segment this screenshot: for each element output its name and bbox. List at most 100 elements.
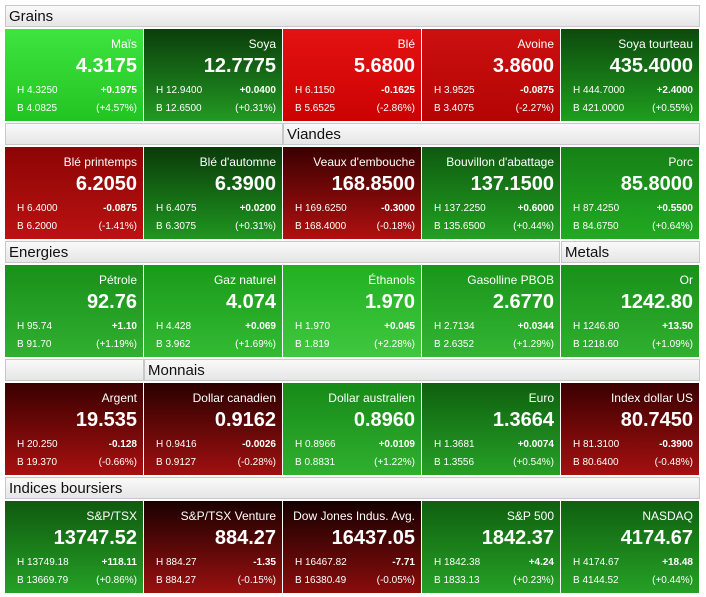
change: +0.0344 xyxy=(517,321,554,332)
change: +0.0400 xyxy=(239,85,276,96)
low: B 2.6352 xyxy=(434,339,475,350)
low: B 6.2000 xyxy=(17,221,58,232)
price: 4.074 xyxy=(225,291,276,313)
high: H 444.7000 xyxy=(573,85,625,96)
high: H 6.4000 xyxy=(17,203,58,214)
low: B 0.8831 xyxy=(295,457,336,468)
high: H 81.3100 xyxy=(573,439,620,450)
high: H 169.6250 xyxy=(295,203,347,214)
instrument-name: Blé d'automne xyxy=(199,155,276,169)
high: H 1842.38 xyxy=(434,557,481,568)
instrument-name: S&P/TSX xyxy=(86,509,137,523)
instrument-name: Pétrole xyxy=(98,273,137,287)
high: H 1246.80 xyxy=(573,321,620,332)
high: H 1.3681 xyxy=(434,439,475,450)
instrument-name: Avoine xyxy=(517,37,554,51)
low: B 421.0000 xyxy=(573,103,625,114)
instrument-name: Index dollar US xyxy=(610,391,693,405)
price: 92.76 xyxy=(86,291,137,313)
high: H 12.9400 xyxy=(156,85,203,96)
percent-change: (+0.54%) xyxy=(513,457,554,468)
price: 16437.05 xyxy=(331,527,415,549)
section-header xyxy=(5,359,144,381)
quote-tile: Gasolline PBOB 2.6770 H 2.7134 +0.0344 B 2.6… xyxy=(422,265,560,357)
low: B 91.70 xyxy=(17,339,52,350)
quote-tile: S&P/TSX 13747.52 H 13749.18 +118.11 B 13669.… xyxy=(5,501,143,593)
quote-tile: Bouvillon d'abattage 137.1500 H 137.2250 +0… xyxy=(422,147,560,239)
instrument-name: Bouvillon d'abattage xyxy=(446,155,554,169)
section-header: Grains xyxy=(5,5,700,27)
instrument-name: NASDAQ xyxy=(642,509,693,523)
low: B 4.0825 xyxy=(17,103,58,114)
percent-change: (+1.19%) xyxy=(96,339,137,350)
quote-tile: S&P/TSX Venture 884.27 H 884.27 -1.35 B 884.… xyxy=(144,501,282,593)
instrument-name: S&P 500 xyxy=(506,509,554,523)
change: -0.128 xyxy=(108,439,137,450)
change: +13.50 xyxy=(662,321,693,332)
change: -1.35 xyxy=(253,557,276,568)
low: B 84.6750 xyxy=(573,221,619,232)
price: 85.8000 xyxy=(620,173,693,195)
quote-tile: Pétrole 92.76 H 95.74 +1.10 B 91.70 (+1.19%) xyxy=(5,265,143,357)
percent-change: (+1.22%) xyxy=(374,457,415,468)
quote-tile: Dollar canadien 0.9162 H 0.9416 -0.0026 B 0.… xyxy=(144,383,282,475)
quote-tile: Blé printemps 6.2050 H 6.4000 -0.0875 B 6.20… xyxy=(5,147,143,239)
low: B 135.6500 xyxy=(434,221,486,232)
high: H 4.428 xyxy=(156,321,192,332)
percent-change: (+0.64%) xyxy=(652,221,693,232)
percent-change: (-0.66%) xyxy=(98,457,137,468)
price: 3.8600 xyxy=(492,55,554,77)
price: 1242.80 xyxy=(620,291,693,313)
instrument-name: S&P/TSX Venture xyxy=(180,509,276,523)
section-header: Viandes xyxy=(283,123,700,145)
low: B 884.27 xyxy=(156,575,197,586)
section-header: Energies xyxy=(5,241,560,263)
low: B 5.6525 xyxy=(295,103,336,114)
change: +118.11 xyxy=(101,557,137,568)
percent-change: (+0.44%) xyxy=(513,221,554,232)
change: +0.0109 xyxy=(378,439,415,450)
change: +0.069 xyxy=(245,321,276,332)
price: 1.3664 xyxy=(492,409,554,431)
quote-tile: Avoine 3.8600 H 3.9525 -0.0875 B 3.4075 (-2.2… xyxy=(422,29,560,121)
price: 19.535 xyxy=(75,409,137,431)
quote-tile: Veaux d'embouche 168.8500 H 169.6250 -0.300… xyxy=(283,147,421,239)
high: H 6.4075 xyxy=(156,203,197,214)
high: H 137.2250 xyxy=(434,203,486,214)
high: H 16467.82 xyxy=(295,557,347,568)
price: 80.7450 xyxy=(620,409,693,431)
instrument-name: Porc xyxy=(668,155,693,169)
low: B 12.6500 xyxy=(156,103,202,114)
low: B 168.4000 xyxy=(295,221,347,232)
percent-change: (+0.86%) xyxy=(96,575,137,586)
high: H 4174.67 xyxy=(573,557,620,568)
change: -0.3900 xyxy=(659,439,693,450)
change: +1.10 xyxy=(111,321,137,332)
low: B 4144.52 xyxy=(573,575,619,586)
high: H 3.9525 xyxy=(434,85,475,96)
change: -0.0026 xyxy=(242,439,276,450)
instrument-name: Éthanols xyxy=(368,273,415,287)
high: H 13749.18 xyxy=(17,557,69,568)
change: +4.24 xyxy=(528,557,554,568)
change: +18.48 xyxy=(662,557,693,568)
change: +0.1975 xyxy=(100,85,137,96)
change: -7.71 xyxy=(392,557,415,568)
quote-tile: Blé d'automne 6.3900 H 6.4075 +0.0200 B 6.30… xyxy=(144,147,282,239)
percent-change: (+0.23%) xyxy=(513,575,554,586)
instrument-name: Maïs xyxy=(110,37,137,51)
high: H 0.9416 xyxy=(156,439,197,450)
percent-change: (+1.09%) xyxy=(652,339,693,350)
section-header xyxy=(5,123,283,145)
price: 5.6800 xyxy=(353,55,415,77)
percent-change: (+1.29%) xyxy=(513,339,554,350)
low: B 3.962 xyxy=(156,339,191,350)
instrument-name: Gasolline PBOB xyxy=(467,273,554,287)
percent-change: (+0.55%) xyxy=(652,103,693,114)
high: H 20.250 xyxy=(17,439,58,450)
change: +0.0074 xyxy=(517,439,554,450)
price: 137.1500 xyxy=(470,173,554,195)
quote-tile: Éthanols 1.970 H 1.970 +0.045 B 1.819 (+2.28%… xyxy=(283,265,421,357)
change: +0.045 xyxy=(384,321,415,332)
price: 1.970 xyxy=(364,291,415,313)
